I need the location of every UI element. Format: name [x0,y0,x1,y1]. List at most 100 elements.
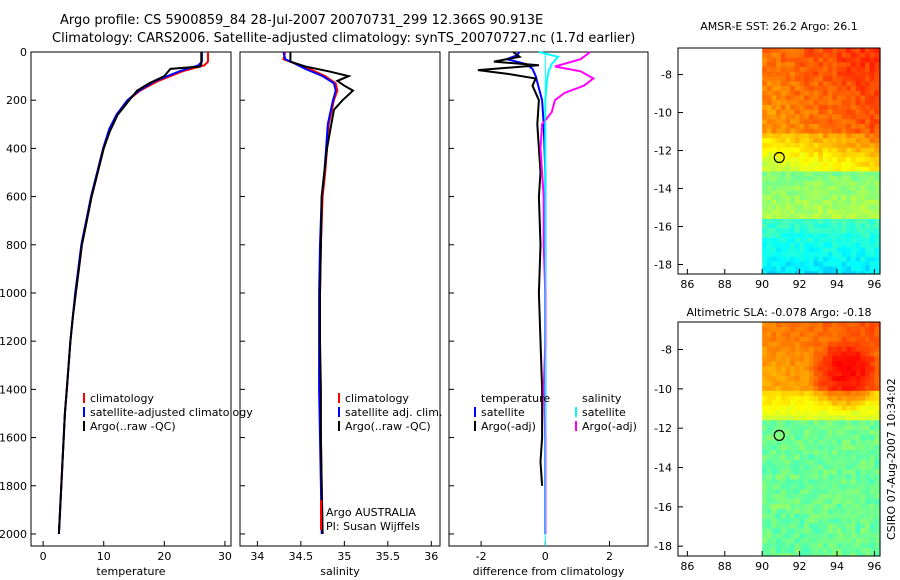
heatmap-cell [813,410,819,417]
heatmap-cell [790,508,796,515]
heatmap-cell [846,543,852,549]
heatmap-cell [869,322,875,328]
heatmap-cell [766,430,773,436]
heatmap-cell [785,228,791,234]
heatmap-cell [822,62,829,68]
heatmap-cell [776,195,782,201]
heatmap-cell [855,513,861,520]
heatmap-cell [766,242,773,249]
heatmap-cell [808,459,815,466]
heatmap-cell [813,376,819,382]
heatmap-cell [808,346,815,353]
heatmap-cell [776,376,782,382]
heatmap-cell [855,439,861,446]
heatmap-cell [771,479,777,485]
heatmap-cell [827,161,833,168]
heatmap-cell [794,331,801,338]
heatmap-cell [874,161,880,168]
heatmap-cell [855,228,861,234]
heatmap-cell [865,190,871,196]
heatmap-cell [785,147,791,154]
heatmap-cell [869,185,875,192]
heatmap-cell [832,425,838,431]
heatmap-cell [827,195,833,201]
heatmap-cell [780,166,787,173]
heatmap-cell [846,223,852,230]
heatmap-cell [832,271,838,275]
heatmap-cell [808,498,815,505]
heatmap-cell [813,114,819,120]
heatmap-cell [846,528,852,534]
heatmap-cell [780,218,787,225]
heatmap-cell [804,266,810,272]
heatmap-cell [851,71,857,78]
heatmap-cell [804,138,810,144]
heatmap-cell [841,503,847,510]
heatmap-cell [855,508,861,515]
heatmap-cell [804,553,810,557]
heatmap-cell [808,523,815,530]
heatmap-cell [874,57,880,63]
heatmap-cell [855,204,861,211]
heatmap-cell [865,133,871,139]
heatmap-cell [813,147,819,154]
heatmap-cell [813,390,819,397]
heatmap-cell [762,400,768,407]
heatmap-cell [874,553,880,557]
heatmap-cell [822,474,829,480]
heatmap-cell [846,390,852,397]
heatmap-cell [804,533,810,539]
heatmap-cell [776,271,782,275]
heatmap-cell [818,376,824,382]
heatmap-cell [771,415,777,421]
heatmap-cell [822,180,829,187]
heatmap-cell [818,459,824,466]
heatmap-cell [766,157,773,163]
heatmap-cell [846,152,852,158]
heatmap-cell [776,180,782,187]
heatmap-cell [832,341,838,348]
heatmap-cell [808,176,815,182]
heatmap-cell [865,204,871,211]
heatmap-cell [851,266,857,272]
heatmap-cell [785,128,791,135]
heatmap-cell [785,484,791,490]
heatmap-cell [771,81,777,87]
heatmap-cell [855,180,861,187]
heatmap-cell [832,142,838,149]
heatmap-cell [776,513,782,520]
heatmap-cell [855,469,861,475]
heatmap-cell [827,331,833,338]
heatmap-cell [818,81,824,87]
heatmap-cell [841,199,847,206]
heatmap-cell [822,444,829,451]
heatmap-cell [860,218,866,225]
heatmap-cell [804,223,810,230]
heatmap-cell [836,410,843,417]
legend-heading: temperature [481,392,550,405]
heatmap-cell [813,356,819,362]
heatmap-cell [841,171,847,177]
heatmap-cell [851,62,857,68]
heatmap-cell [832,123,838,130]
heatmap-cell [804,371,810,377]
y-tick-label: -16 [654,221,672,234]
heatmap-cell [785,449,791,456]
heatmap-cell [808,195,815,201]
heatmap-cell [841,395,847,402]
heatmap-cell [804,322,810,328]
heatmap-cell [794,498,801,505]
heatmap-cell [869,104,875,111]
heatmap-cell [766,459,773,466]
heatmap-cell [874,237,880,244]
heatmap-cell [771,361,777,367]
x-tick-label: 88 [718,560,732,573]
heatmap-cell [813,66,819,73]
heatmap-cell [766,109,773,116]
heatmap-cell [841,247,847,253]
heatmap-cell [780,336,787,343]
heatmap-cell [846,356,852,362]
heatmap-cell [822,247,829,253]
heatmap-cell [766,523,773,530]
x-tick-label: 34 [250,550,264,563]
